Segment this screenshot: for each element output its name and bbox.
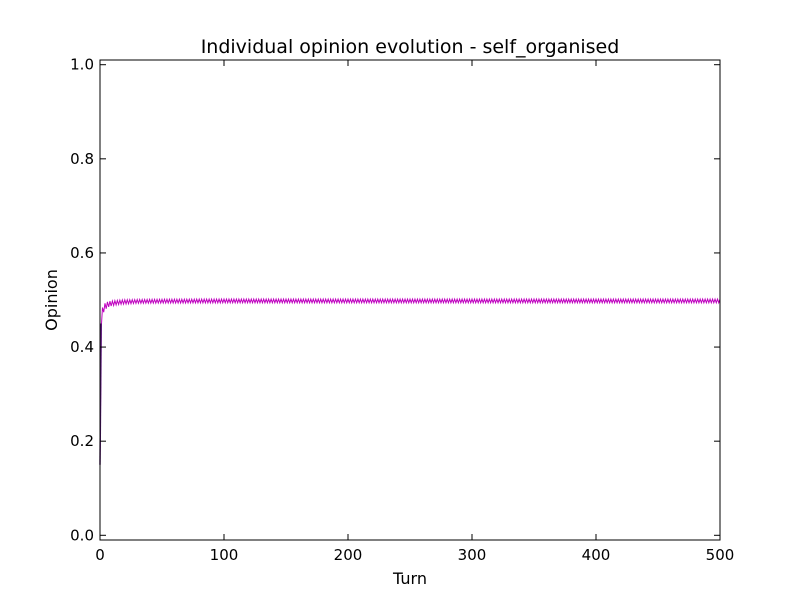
- y-tick-label: 0.6: [70, 244, 94, 262]
- x-tick-label: 500: [706, 546, 735, 564]
- y-tick-label: 0.2: [70, 432, 94, 450]
- axis-ticks: 0 100 200 300 400 500 0.0 0.2 0.4 0.6 0.8 1.0: [70, 56, 734, 564]
- x-tick-label: 200: [334, 546, 363, 564]
- chart-title: Individual opinion evolution - self_orga…: [201, 36, 620, 58]
- x-tick-label: 0: [95, 546, 105, 564]
- x-tick-label: 400: [582, 546, 611, 564]
- y-tick-label: 1.0: [70, 56, 94, 74]
- y-axis-label: Opinion: [42, 269, 61, 331]
- series-line-0: [99, 297, 721, 463]
- plot-area: [99, 297, 721, 465]
- x-tick-label: 300: [458, 546, 487, 564]
- plot-frame: [99, 59, 721, 541]
- y-tick-label: 0.0: [70, 526, 94, 544]
- x-tick-label: 100: [210, 546, 239, 564]
- x-axis-label: Turn: [392, 569, 427, 588]
- y-tick-label: 0.8: [70, 150, 94, 168]
- y-tick-label: 0.4: [70, 338, 94, 356]
